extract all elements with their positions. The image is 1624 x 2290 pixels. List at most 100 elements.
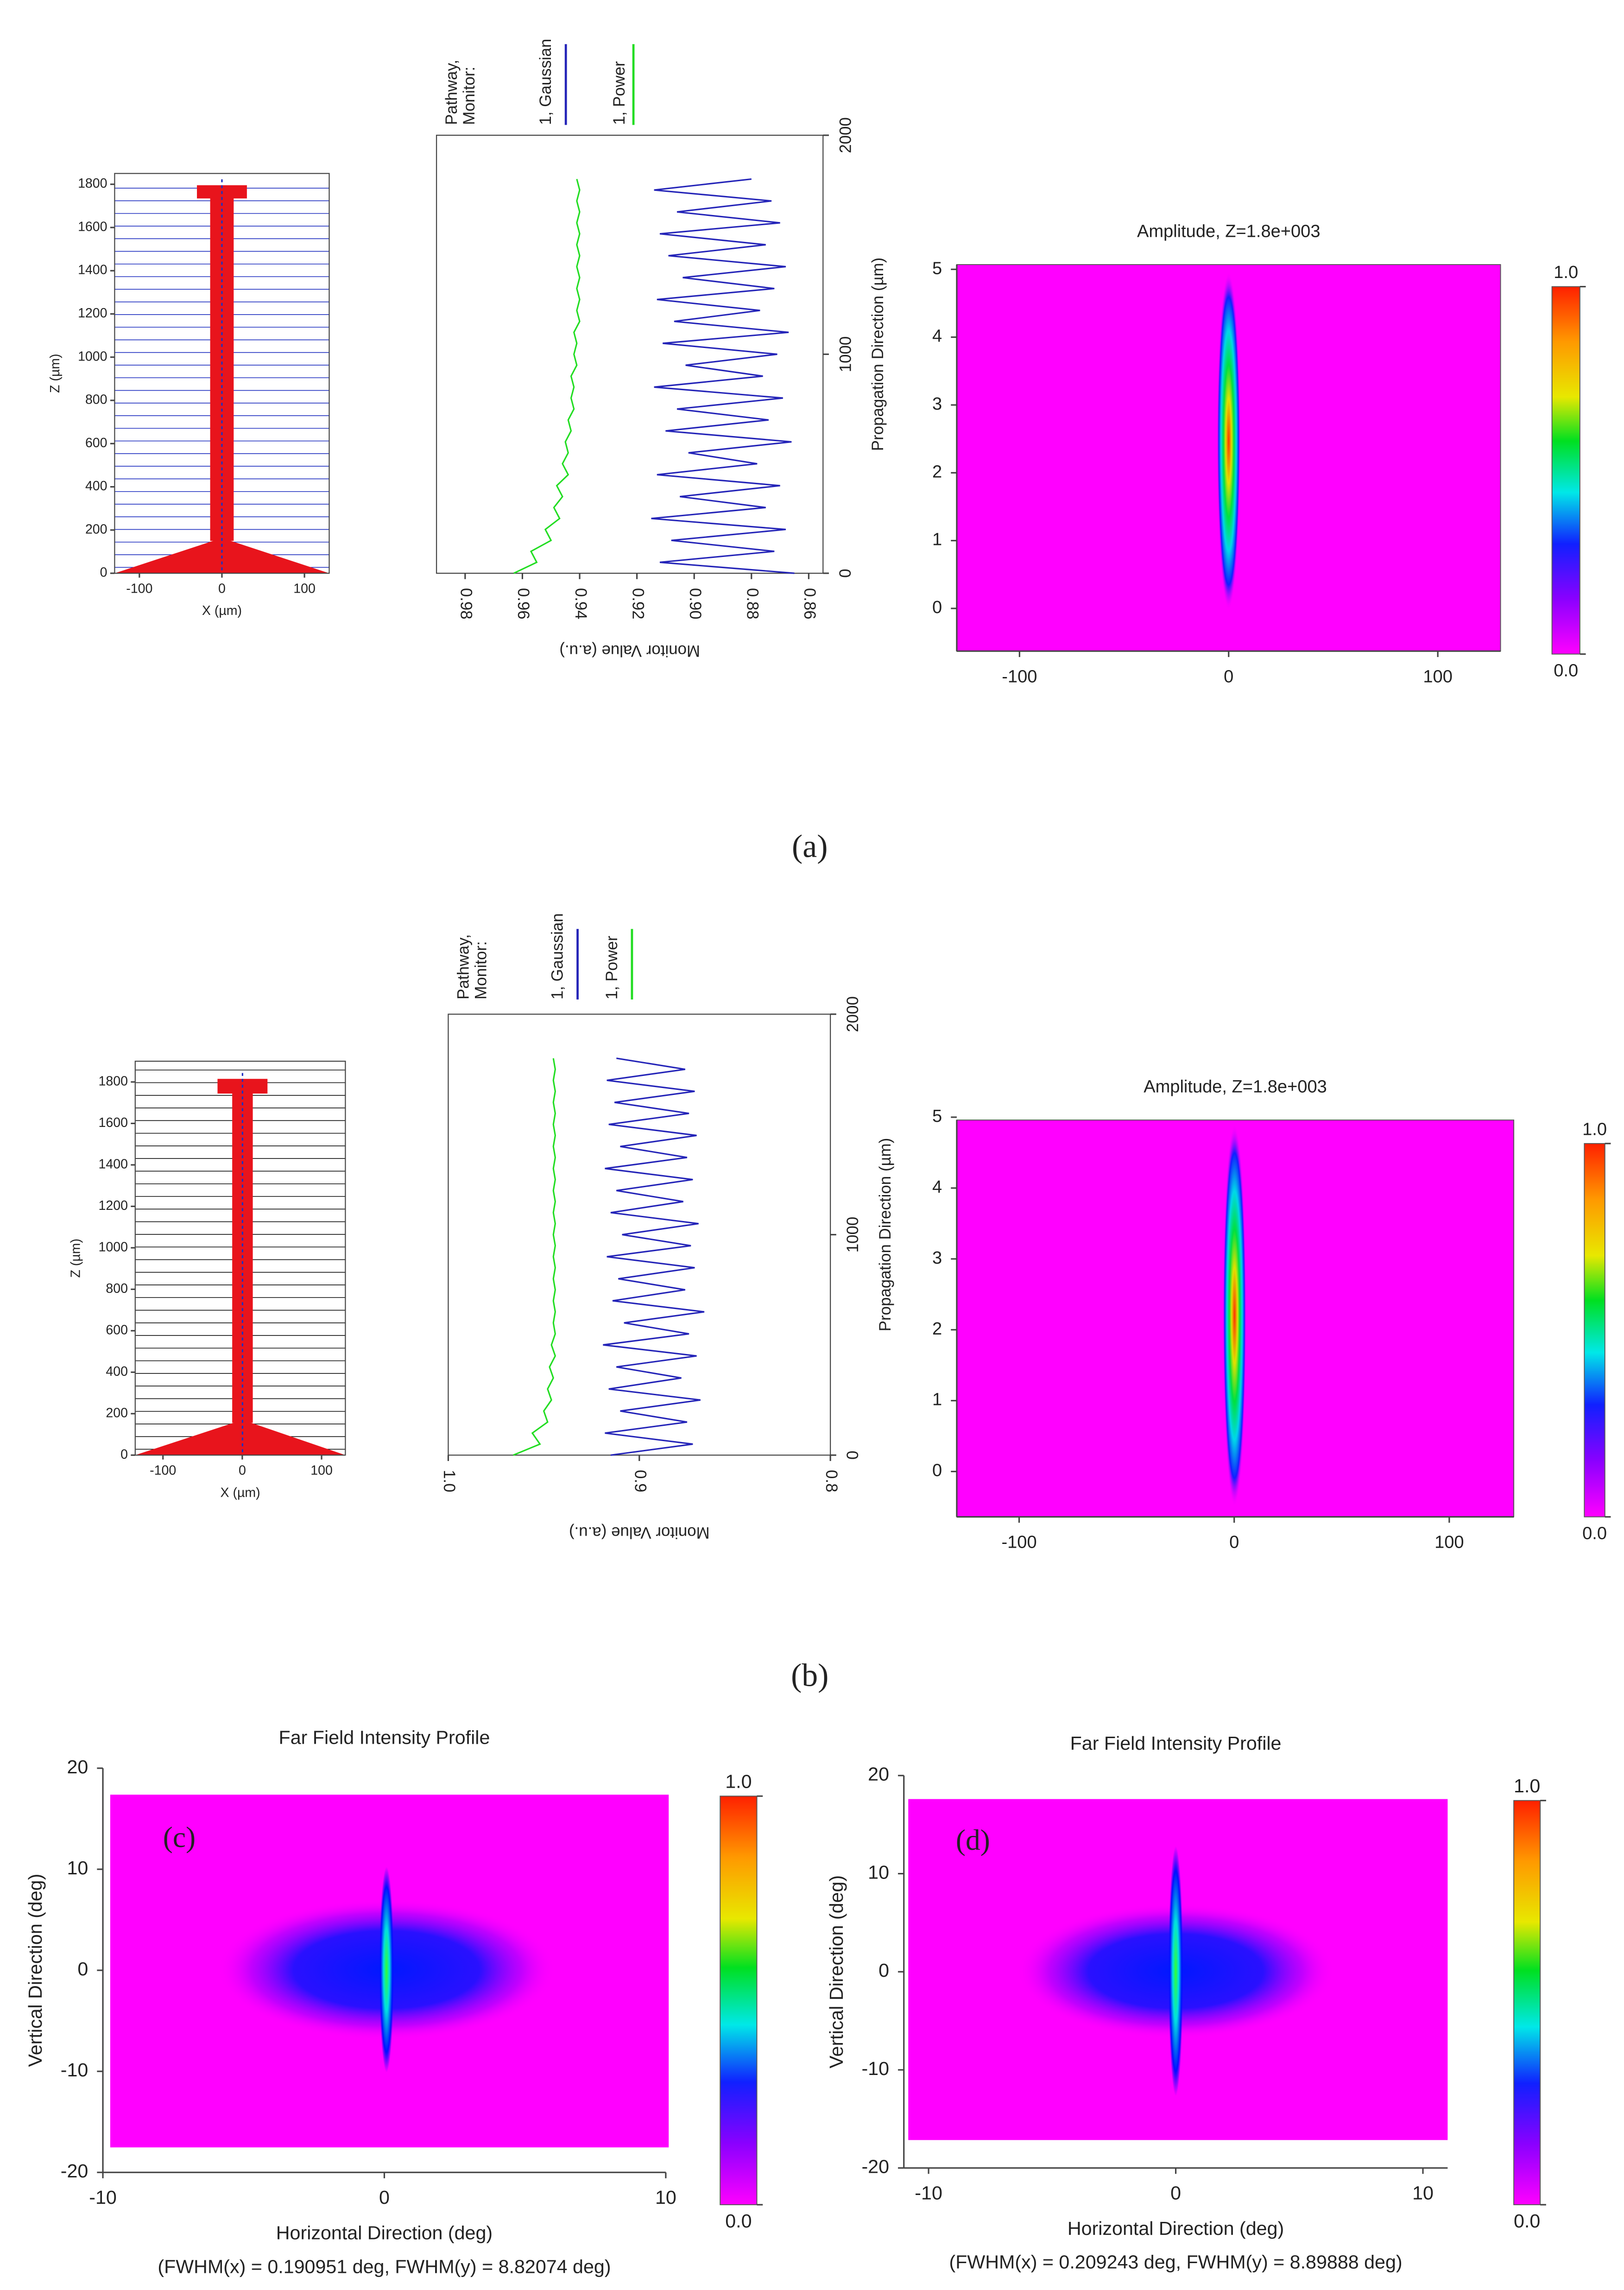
y-axis-label: Z (µm) <box>48 354 63 393</box>
x-tick-label: 0 <box>1229 1533 1239 1552</box>
y-tick-label: 0 <box>878 1960 889 1981</box>
colorbar-label: 0.0 <box>725 2210 752 2232</box>
x-axis-label: Horizontal Direction (deg) <box>1068 2218 1284 2239</box>
y-tick-label: -10 <box>61 2059 88 2081</box>
series-line <box>651 178 795 574</box>
y-tick-label: 1 <box>932 530 942 550</box>
x-axis-label: Monitor Value (a.u.) <box>569 1524 710 1542</box>
x-tick-label: -100 <box>126 582 152 596</box>
y-tick-label: 1 <box>932 1390 942 1410</box>
note: (FWHM(x) = 0.190951 deg, FWHM(y) = 8.820… <box>158 2256 611 2277</box>
y-tick-label: 800 <box>85 392 107 407</box>
beam <box>1223 1124 1246 1507</box>
x-tick-label: 100 <box>1423 667 1452 686</box>
y-tick-label: 1000 <box>836 336 854 373</box>
far-field-spike <box>379 1866 394 2073</box>
x-tick-label: 0 <box>1224 667 1233 686</box>
y-tick-label: 1600 <box>98 1115 127 1130</box>
x-tick-label: 0.92 <box>629 588 647 620</box>
y-tick-label: 1800 <box>98 1074 127 1088</box>
y-tick-label: -20 <box>861 2156 889 2177</box>
x-tick-label: 0.96 <box>514 588 532 620</box>
y-tick-label: 1000 <box>98 1240 127 1254</box>
x-axis-label: Horizontal Direction (deg) <box>276 2222 493 2243</box>
legend-label: 1, Power <box>610 61 628 125</box>
x-tick-label: 0.98 <box>457 588 475 620</box>
y-axis-label: Vertical Direction (deg) <box>826 1875 847 2069</box>
y-tick-label: 10 <box>67 1857 88 1879</box>
y-tick-label: 5 <box>932 259 942 278</box>
y-tick-label: 2000 <box>844 996 862 1032</box>
y-axis-label: Vertical Direction (deg) <box>25 1874 46 2067</box>
y-tick-label: 0 <box>932 1461 942 1480</box>
x-tick-label: 100 <box>1434 1533 1464 1552</box>
colorbar-label: 0.0 <box>1582 1524 1607 1544</box>
y-tick-label: -20 <box>61 2160 88 2182</box>
x-tick-label: 1.0 <box>440 1470 458 1492</box>
y-tick-label: 1200 <box>78 306 107 321</box>
colorbar <box>1584 1143 1605 1518</box>
x-tick-label: 10 <box>1412 2182 1434 2204</box>
legend-label: 1, Power <box>603 936 621 1000</box>
series-line <box>513 1058 556 1456</box>
colorbar <box>1551 286 1580 655</box>
chart-title: Amplitude, Z=1.8e+003 <box>1144 1077 1327 1096</box>
y-axis-label: Propagation Direction (µm) <box>876 1138 894 1331</box>
legend-label: 1, Gaussian <box>537 39 555 125</box>
x-tick-label: 0 <box>1170 2182 1181 2204</box>
x-tick-label: -100 <box>1002 667 1037 686</box>
y-tick-label: 800 <box>106 1281 128 1296</box>
y-tick-label: 0 <box>844 1451 862 1460</box>
y-tick-label: 1000 <box>844 1217 862 1253</box>
y-tick-label: 400 <box>85 479 107 493</box>
y-tick-label: 600 <box>106 1322 128 1337</box>
y-tick-label: 1400 <box>78 263 107 278</box>
colorbar-label: 1.0 <box>1554 263 1578 282</box>
y-tick-label: 1400 <box>98 1157 127 1171</box>
x-tick-label: 100 <box>293 582 316 596</box>
y-axis-label: Propagation Direction (µm) <box>869 258 887 451</box>
colorbar-label: 0.0 <box>1554 661 1578 681</box>
colorbar-label: 0.0 <box>1514 2210 1540 2232</box>
x-tick-label: 0 <box>239 1463 246 1478</box>
chart-title: Far Field Intensity Profile <box>279 1727 490 1748</box>
x-tick-label: -10 <box>89 2187 117 2208</box>
y-tick-label: 200 <box>106 1405 128 1420</box>
y-tick-label: 3 <box>932 1248 942 1268</box>
caption: (b) <box>791 1657 828 1693</box>
beam <box>1217 272 1241 610</box>
y-tick-label: 10 <box>868 1861 889 1883</box>
chart-title: Far Field Intensity Profile <box>1070 1733 1282 1754</box>
x-axis-label: X (µm) <box>221 1485 260 1500</box>
y-tick-label: 4 <box>932 327 942 346</box>
y-tick-label: 0 <box>120 1447 128 1462</box>
legend-title: Pathway, <box>442 60 461 125</box>
x-tick-label: 0.94 <box>572 588 590 620</box>
colorbar-label: 1.0 <box>1514 1775 1540 1797</box>
x-tick-label: 10 <box>655 2187 676 2208</box>
x-axis-label: X (µm) <box>202 603 242 618</box>
y-tick-label: 2 <box>932 462 942 481</box>
note: (FWHM(x) = 0.209243 deg, FWHM(y) = 8.898… <box>949 2252 1402 2273</box>
x-tick-label: 0.90 <box>686 588 704 620</box>
colorbar <box>720 1796 758 2205</box>
x-tick-label: 0.86 <box>801 588 819 620</box>
chart-title: Amplitude, Z=1.8e+003 <box>1137 221 1321 241</box>
taper <box>135 1420 346 1455</box>
colorbar-label: 1.0 <box>725 1771 752 1792</box>
series-line <box>603 1057 705 1456</box>
legend-title: Pathway, <box>455 934 473 1000</box>
panel-label: (c) <box>163 1821 196 1854</box>
y-tick-label: 5 <box>932 1107 942 1126</box>
x-tick-label: 0.9 <box>632 1470 650 1492</box>
legend-title: Monitor: <box>460 67 478 125</box>
y-axis-label: Z (µm) <box>68 1239 83 1278</box>
plot-frame <box>134 1061 346 1456</box>
x-tick-label: -10 <box>915 2182 942 2204</box>
y-tick-label: 0 <box>100 565 107 580</box>
x-tick-label: 0 <box>218 582 226 596</box>
y-tick-label: 0 <box>836 569 854 577</box>
x-axis-label: Monitor Value (a.u.) <box>559 642 700 660</box>
